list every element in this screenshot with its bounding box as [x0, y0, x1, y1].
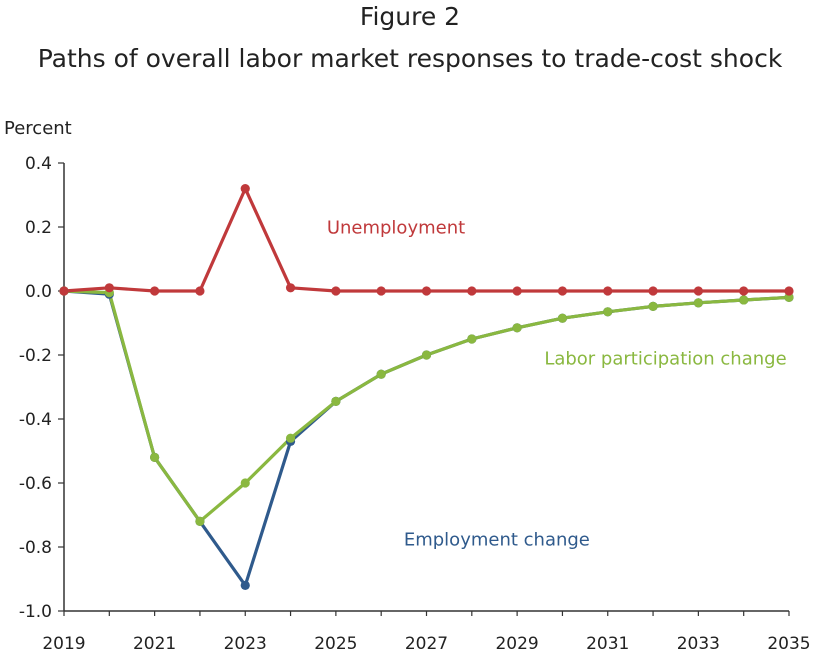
y-tick-label: 0.0: [25, 282, 52, 302]
data-point-labor-participation-change: [648, 301, 658, 311]
figure-label: Figure 2: [359, 2, 461, 31]
data-point-unemployment: [59, 286, 69, 296]
x-tick-label: 2035: [767, 634, 810, 654]
x-tick-label: 2033: [677, 634, 720, 654]
data-point-unemployment: [421, 286, 432, 296]
data-point-unemployment: [285, 283, 296, 293]
data-point-unemployment: [376, 286, 386, 296]
data-point-labor-participation-change: [376, 369, 386, 379]
y-tick-label: -1.0: [19, 602, 52, 622]
data-point-unemployment: [784, 286, 794, 296]
data-point-unemployment: [150, 286, 160, 296]
data-point-unemployment: [467, 286, 477, 296]
data-point-unemployment: [603, 286, 613, 296]
x-tick-label: 2031: [586, 634, 629, 654]
y-tick-label: 0.4: [25, 154, 52, 174]
y-tick-label: -0.8: [19, 538, 52, 558]
data-point-labor-participation-change: [195, 516, 205, 527]
data-point-unemployment: [240, 184, 250, 194]
series-line-labor-participation-change: [63, 289, 790, 524]
data-point-unemployment: [739, 286, 749, 296]
x-tick-label: 2021: [133, 634, 176, 654]
series-points: [59, 184, 794, 591]
data-point-labor-participation-change: [240, 478, 250, 488]
data-point-unemployment: [512, 286, 522, 296]
data-point-unemployment: [104, 283, 114, 293]
data-point-labor-participation-change: [285, 433, 296, 443]
data-point-employment-change: [240, 580, 250, 591]
data-point-labor-participation-change: [603, 307, 613, 317]
data-point-labor-participation-change: [150, 452, 160, 462]
data-point-labor-participation-change: [557, 313, 568, 323]
data-point-unemployment: [331, 286, 341, 296]
series-label-labor-participation-change: Labor participation change: [544, 349, 786, 370]
chart-title: Paths of overall labor market responses …: [37, 44, 783, 73]
x-tick-label: 2023: [224, 634, 267, 654]
y-tick-label: 0.2: [25, 218, 52, 238]
series-line-unemployment: [63, 187, 789, 293]
data-point-labor-participation-change: [739, 295, 749, 305]
data-point-labor-participation-change: [693, 298, 703, 308]
series-lines: [63, 187, 790, 588]
data-point-labor-participation-change: [467, 334, 477, 344]
data-point-unemployment: [557, 286, 568, 296]
y-axis-label: Percent: [4, 118, 72, 139]
data-point-unemployment: [693, 286, 703, 296]
x-tick-label: 2027: [405, 634, 448, 654]
y-tick-label: -0.2: [19, 346, 52, 366]
series-label-unemployment: Unemployment: [327, 217, 465, 238]
x-tick-label: 2029: [495, 634, 538, 654]
x-tick-label: 2019: [42, 634, 85, 654]
data-point-labor-participation-change: [512, 323, 522, 333]
axes: 0.4 0.2 0.0 -0.2 -0.4 -0.6 -0.8 -1.0 2019 2021 202…: [19, 154, 811, 654]
annotations: Unemployment Labor participation change Em…: [327, 217, 787, 550]
y-tick-label: -0.4: [19, 410, 52, 430]
x-tick-label: 2025: [314, 634, 357, 654]
data-point-labor-participation-change: [784, 292, 794, 302]
y-tick-label: -0.6: [19, 474, 52, 494]
series-label-employment-change: Employment change: [404, 529, 590, 550]
data-point-labor-participation-change: [421, 350, 432, 360]
data-point-unemployment: [195, 286, 205, 296]
data-point-unemployment: [648, 286, 658, 296]
data-point-labor-participation-change: [331, 396, 341, 406]
